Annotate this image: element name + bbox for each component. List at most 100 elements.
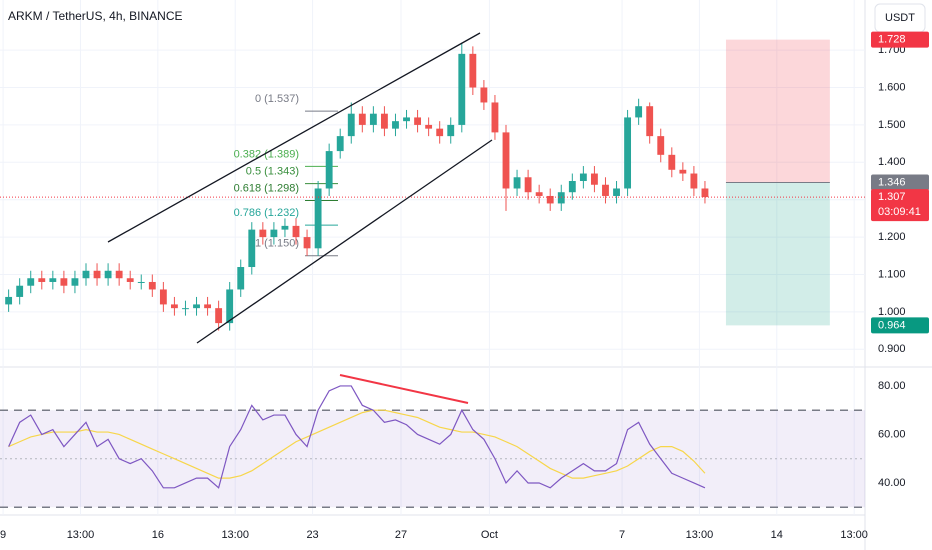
fib-label: 0.786 (1.232) — [234, 207, 299, 219]
candle-body — [668, 154, 676, 170]
channel-lower — [196, 139, 493, 344]
candle-body — [403, 117, 410, 122]
candle-body — [701, 188, 709, 198]
candle-body — [27, 278, 35, 286]
x-tick-label: 13:00 — [67, 529, 95, 541]
x-tick-label: 7 — [619, 529, 625, 541]
candle-body — [546, 195, 554, 204]
candle-body — [49, 278, 57, 282]
candle-body — [535, 192, 543, 196]
candle-body — [93, 270, 101, 279]
price-tag-label: 1.346 — [878, 176, 906, 188]
candle-body — [16, 285, 24, 297]
rsi-tick-label: 80.00 — [878, 380, 906, 392]
candle-body — [458, 53, 466, 125]
rsi-ma-line — [8, 409, 706, 479]
candle-body — [480, 87, 488, 103]
candle-body — [557, 192, 565, 204]
candle-body — [369, 113, 377, 125]
candle-body — [579, 173, 587, 182]
y-tick-label: 1.600 — [878, 81, 906, 93]
y-tick-label: 1.100 — [878, 268, 906, 280]
fib-label: 0 (1.537) — [255, 93, 299, 105]
stop-zone — [725, 182, 830, 326]
candle-body — [148, 281, 156, 290]
y-tick-label: 0.900 — [878, 343, 906, 355]
rsi-tick-label: 60.00 — [878, 428, 906, 440]
candle-body — [414, 117, 422, 125]
candle-body — [71, 278, 79, 286]
fib-label: 0.618 (1.298) — [234, 182, 299, 194]
price-tag — [871, 317, 929, 334]
candle-body — [104, 270, 112, 279]
divergence-line — [339, 374, 469, 404]
candle-body — [325, 151, 333, 189]
candle-body — [38, 278, 46, 282]
plot: 1.7001.6001.5001.4001.3001.2001.1001.000… — [0, 0, 906, 541]
y-tick-label: 1.500 — [878, 119, 906, 131]
candle-body — [248, 229, 256, 268]
price-tag-label: 1.728 — [878, 34, 906, 46]
target-zone — [725, 39, 830, 183]
candle-body — [170, 304, 178, 309]
channel-upper — [107, 32, 481, 243]
price-tag-label: 1.307 — [878, 191, 906, 203]
candle-body — [314, 188, 322, 249]
currency-label[interactable]: USDT — [885, 12, 915, 24]
x-tick-label: 13:00 — [686, 529, 714, 541]
candle-body — [159, 289, 167, 305]
candle-body — [425, 124, 433, 129]
price-tag — [871, 174, 929, 191]
candle-body — [204, 304, 211, 309]
candle-body — [602, 184, 609, 196]
candle-body — [60, 278, 68, 286]
candle-body — [5, 296, 13, 305]
candle-body — [347, 113, 355, 137]
candle-body — [270, 229, 278, 238]
x-tick-label: 9 — [0, 529, 6, 541]
candle-body — [82, 270, 90, 279]
candle-body — [259, 229, 267, 238]
chart-title: ARKM / TetherUS, 4h, BINANCE — [8, 9, 183, 23]
x-tick-label: 16 — [152, 529, 164, 541]
candle-body — [336, 136, 344, 152]
rsi-line — [8, 385, 706, 489]
candle-body — [491, 102, 499, 133]
candle-body — [237, 267, 245, 290]
candle-body — [281, 225, 289, 230]
candle-body — [436, 128, 444, 137]
x-tick-label: 23 — [306, 529, 318, 541]
candle-body — [137, 281, 145, 283]
candle-body — [303, 237, 311, 249]
candle-body — [524, 177, 532, 193]
candle-body — [590, 173, 598, 185]
candle-body — [502, 132, 510, 189]
candle-body — [126, 278, 134, 282]
fib-label: 0.5 (1.343) — [246, 166, 299, 178]
fib-label: 0.382 (1.389) — [234, 148, 299, 160]
candle-body — [215, 308, 223, 324]
x-tick-label: Oct — [481, 529, 498, 541]
candle-body — [292, 225, 300, 238]
candle-body — [115, 270, 123, 279]
candle-body — [392, 121, 399, 129]
candle-body — [646, 106, 654, 137]
price-tag — [871, 31, 929, 48]
candle-body — [380, 113, 388, 129]
rsi-tick-label: 40.00 — [878, 477, 906, 489]
candle-body — [568, 181, 576, 193]
x-tick-label: 27 — [395, 529, 407, 541]
candle-body — [635, 106, 643, 118]
fib-label: 1 (1.150) — [255, 238, 299, 250]
y-tick-label: 1.400 — [878, 156, 906, 168]
x-tick-label: 14 — [771, 529, 783, 541]
candle-body — [469, 53, 477, 88]
candle-body — [657, 136, 665, 155]
candle-body — [679, 169, 687, 174]
x-tick-label: 13:00 — [221, 529, 249, 541]
candle-body — [193, 304, 200, 309]
countdown: 03:09:41 — [878, 206, 921, 218]
candle-body — [624, 117, 632, 189]
